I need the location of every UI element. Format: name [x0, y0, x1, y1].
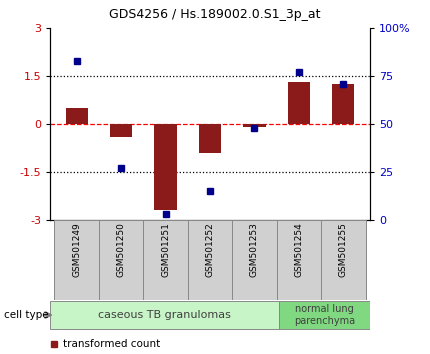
Text: GSM501255: GSM501255	[339, 222, 348, 277]
Text: GSM501251: GSM501251	[161, 222, 170, 277]
Bar	[279, 301, 370, 330]
Text: GSM501253: GSM501253	[250, 222, 259, 277]
Text: GSM501254: GSM501254	[295, 222, 304, 277]
Bar	[332, 84, 354, 124]
Bar	[321, 220, 366, 300]
Text: cell type: cell type	[4, 310, 49, 320]
Bar	[232, 220, 276, 300]
Bar	[154, 124, 177, 210]
Bar	[143, 220, 188, 300]
Bar	[50, 301, 279, 330]
Bar	[55, 220, 99, 300]
Bar	[110, 124, 132, 137]
Text: GSM501250: GSM501250	[117, 222, 126, 277]
Bar	[65, 108, 88, 124]
Text: caseous TB granulomas: caseous TB granulomas	[98, 310, 231, 320]
Text: GSM501249: GSM501249	[72, 222, 81, 277]
Bar	[276, 220, 321, 300]
Bar	[243, 124, 266, 127]
Bar	[188, 220, 232, 300]
Text: GSM501252: GSM501252	[206, 222, 215, 277]
Text: GDS4256 / Hs.189002.0.S1_3p_at: GDS4256 / Hs.189002.0.S1_3p_at	[109, 8, 321, 21]
Bar	[199, 124, 221, 153]
Text: normal lung
parenchyma: normal lung parenchyma	[294, 304, 355, 326]
Bar	[288, 82, 310, 124]
Bar	[99, 220, 143, 300]
Text: transformed count: transformed count	[63, 339, 160, 349]
